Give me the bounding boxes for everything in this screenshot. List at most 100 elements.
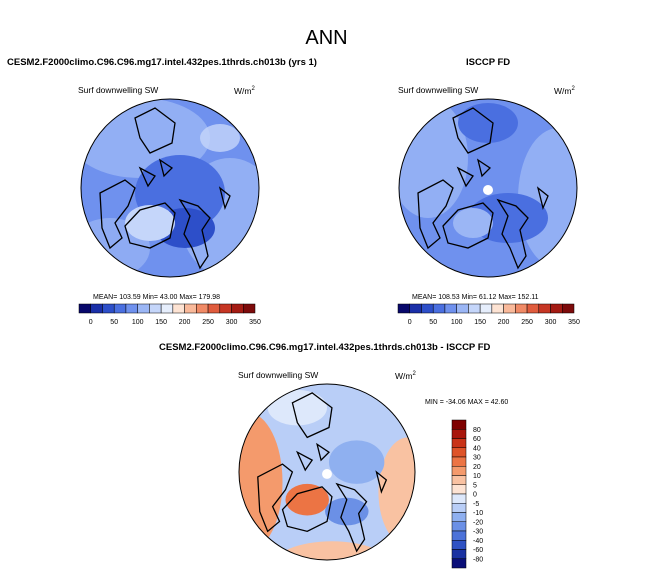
panel1-colorbar-box [113, 303, 127, 314]
panel1-colorbar-box [231, 303, 244, 314]
panel2-colorbar-box [562, 303, 575, 314]
diff-field-blob [378, 437, 416, 547]
panel1-field-blob [200, 124, 240, 152]
diff-colorbar-label: 0 [473, 492, 477, 499]
diff-colorbar-label: 60 [473, 436, 481, 443]
panel2-colorbar-label: 350 [568, 319, 580, 326]
panel1-title: CESM2.F2000climo.C96.C96.mg17.intel.432p… [7, 57, 317, 68]
panel2-colorbar-box [456, 303, 469, 314]
diff-colorbar-box [451, 447, 467, 458]
panel2-colorbar-label: 300 [545, 319, 557, 326]
panel2-field-blob [458, 103, 518, 143]
diff-colorbar-label: -40 [473, 538, 483, 545]
panel1-colorbar-box [90, 303, 103, 314]
panel1-colorbar-label: 350 [249, 319, 261, 326]
panel1-colorbar-box [149, 303, 162, 314]
diff-colorbar-box [451, 475, 467, 485]
diff-colorbar-box [451, 512, 467, 522]
diff-colorbar-label: 10 [473, 473, 481, 480]
panel2-units: W/m2 [554, 86, 575, 96]
panel2-field-blob [453, 208, 493, 238]
panel1-colorbar: 0 50 100 150 200 250 300 350 [78, 303, 261, 326]
diff-colorbar-box [451, 540, 467, 550]
panel2-colorbar-box [515, 303, 528, 314]
diff-colorbar: 80 60 40 30 20 10 5 0 -5 -10 -20 -30 -40 -60 -80 [451, 419, 483, 569]
panel1-colorbar-label: 250 [202, 319, 214, 326]
panel2-coastlines [417, 107, 549, 270]
panel1-colorbar-box [102, 303, 115, 314]
panel1-colorbar-label: 300 [226, 319, 238, 326]
panel2-colorbar-box [503, 303, 516, 314]
diff-field-blob [285, 483, 329, 516]
panel2-stats: MEAN= 108.53 Min= 61.12 Max= 152.11 [412, 294, 539, 301]
panel1-colorbar-label: 100 [132, 319, 144, 326]
panel2-colorbar-label: 0 [408, 319, 412, 326]
diff-stats: MIN = -34.06 MAX = 42.60 [425, 399, 509, 406]
panel1-colorbar-box [207, 303, 221, 314]
panel2-colorbar-box [397, 303, 410, 314]
diff-map-border [238, 383, 416, 561]
panel2-variable-label: Surf downwelling SW [398, 85, 479, 95]
diff-coastlines [257, 392, 388, 553]
panel2-colorbar-box [479, 303, 493, 314]
panel2-colorbar-box [538, 303, 551, 314]
panel1-colorbar-box [78, 303, 91, 314]
panel2-title: ISCCP FD [466, 57, 511, 68]
panel1-colorbar-box [137, 303, 150, 314]
panel1-colorbar-box [172, 303, 185, 314]
panel1-coastlines [99, 107, 231, 270]
diff-colorbar-label: -80 [473, 556, 483, 563]
panel2-colorbar-label: 250 [521, 319, 533, 326]
diff-colorbar-label: 80 [473, 427, 481, 434]
panel1-colorbar-box [243, 303, 256, 314]
panel1-colorbar-label: 50 [110, 319, 118, 326]
diff-colorbar-label: -60 [473, 547, 483, 554]
panel2-colorbar-label: 150 [474, 319, 486, 326]
panel2-pole-missing [483, 185, 493, 195]
panel2-colorbar-box [421, 303, 434, 314]
diff-colorbar-box [451, 419, 467, 430]
panel2-colorbar-box [550, 303, 563, 314]
panel1-colorbar-box [219, 303, 232, 314]
diff-colorbar-label: -10 [473, 510, 483, 517]
diff-colorbar-box [451, 456, 467, 467]
diff-field-blob [238, 412, 283, 552]
figure-title: ANN [305, 27, 348, 49]
diff-colorbar-box [451, 558, 467, 569]
panel1-units: W/m2 [234, 86, 255, 96]
diff-colorbar-box [451, 466, 467, 476]
panel2-colorbar-label: 200 [498, 319, 510, 326]
diff-variable-label: Surf downwelling SW [238, 370, 319, 380]
diff-pole-missing [322, 469, 332, 479]
diff-field-blob [328, 440, 385, 484]
panel2-colorbar-box [432, 303, 446, 314]
panel1-colorbar-label: 200 [179, 319, 191, 326]
diff-colorbar-box [451, 521, 467, 532]
diff-field-blob [267, 389, 327, 426]
diff-polar-map [238, 383, 416, 561]
panel1-map-border [80, 98, 260, 278]
diff-field-blob [325, 497, 369, 526]
panel2-colorbar-box [491, 303, 504, 314]
panel1-stats: MEAN= 103.59 Min= 43.00 Max= 179.98 [93, 294, 221, 301]
panel2-colorbar-box [444, 303, 457, 314]
panel2-polar-map [398, 98, 578, 278]
panel2-colorbar-label: 100 [451, 319, 463, 326]
panel1-field-blob [125, 205, 175, 241]
panel1-variable-label: Surf downwelling SW [78, 85, 159, 95]
diff-colorbar-label: -20 [473, 519, 483, 526]
diff-colorbar-box [451, 549, 467, 559]
diff-colorbar-box [451, 438, 467, 448]
diff-colorbar-label: -5 [473, 501, 479, 508]
diff-colorbar-label: 30 [473, 455, 481, 462]
panel2-colorbar: 0 50 100 150 200 250 300 350 [397, 303, 580, 326]
diff-units: W/m2 [395, 371, 416, 381]
panel1-colorbar-label: 0 [89, 319, 93, 326]
panel2-colorbar-label: 50 [429, 319, 437, 326]
diff-title: CESM2.F2000climo.C96.C96.mg17.intel.432p… [159, 342, 491, 353]
diff-colorbar-box [451, 484, 467, 495]
panel1-colorbar-box [160, 303, 174, 314]
diff-colorbar-box [451, 503, 467, 513]
panel1-colorbar-label: 150 [155, 319, 167, 326]
panel1-polar-map [80, 98, 260, 278]
